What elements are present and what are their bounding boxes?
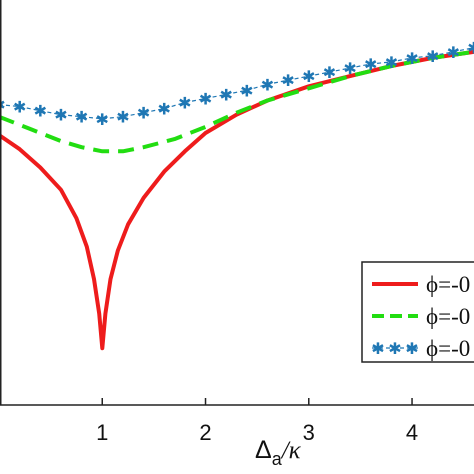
- series-3-point: ✱: [281, 71, 294, 90]
- legend-label-2: ϕ=-0: [426, 304, 470, 329]
- series-3-point: ✱: [385, 53, 398, 72]
- series-3-point: ✱: [302, 67, 315, 86]
- x-axis-label: Δa/κ: [255, 436, 302, 469]
- legend-label-3: ϕ=-0: [426, 336, 470, 361]
- legend-marker: ✱: [405, 339, 418, 358]
- series-3-point: ✱: [54, 106, 67, 125]
- series-3-point: ✱: [75, 108, 88, 127]
- plot-area: ✱ ✱ ✱ ✱ ✱ ✱ ✱ ✱ ✱ ✱ ✱ ✱ ✱ ✱ ✱ ✱ ✱ ✱ ✱ ✱ ✱ ✱ ✱ ✱: [0, 39, 474, 351]
- series-3-point: ✱: [13, 98, 26, 117]
- axes: [0, 0, 474, 406]
- series-3-point: ✱: [137, 104, 150, 123]
- series-3-point: ✱: [343, 59, 356, 78]
- series-3-point: ✱: [158, 100, 171, 119]
- series-3-point: ✱: [467, 39, 474, 58]
- legend: ϕ=-0ϕ=-0✱ ✱ ✱ ϕ=-0: [361, 261, 474, 363]
- series-3-point: ✱: [323, 63, 336, 82]
- x-axis-label-tail: /κ: [280, 437, 302, 464]
- legend-marker: ✱: [371, 339, 384, 358]
- series-3-point: ✱: [261, 75, 274, 94]
- series-3-point: ✱: [178, 94, 191, 113]
- series-3-point: ✱: [96, 110, 109, 129]
- series-3-point: ✱: [199, 89, 212, 108]
- series-3-point: ✱: [34, 102, 47, 121]
- legend-box: [361, 261, 474, 363]
- series-3-point: ✱: [364, 55, 377, 74]
- series-3-point: ✱: [447, 43, 460, 62]
- x-ticks: 1 2 3 4: [96, 398, 418, 445]
- x-tick-label: 2: [199, 420, 211, 445]
- legend-marker: ✱: [388, 339, 401, 358]
- x-axis-label-sub: a: [272, 449, 283, 469]
- x-tick-label: 4: [406, 420, 418, 445]
- x-tick-label: 3: [303, 420, 315, 445]
- x-tick-label: 1: [96, 420, 108, 445]
- series-3-point: ✱: [116, 108, 129, 127]
- series-2-line: [0, 49, 474, 154]
- series-3-point: ✱: [405, 49, 418, 68]
- series-3-point: ✱: [240, 81, 253, 100]
- series-3-point: ✱: [426, 47, 439, 66]
- x-axis-label-main: Δ: [255, 436, 272, 464]
- series-3-line: [0, 47, 474, 120]
- legend-label-1: ϕ=-0: [426, 272, 470, 297]
- series-3-point: ✱: [219, 85, 232, 104]
- series-3-point: ✱: [0, 96, 6, 115]
